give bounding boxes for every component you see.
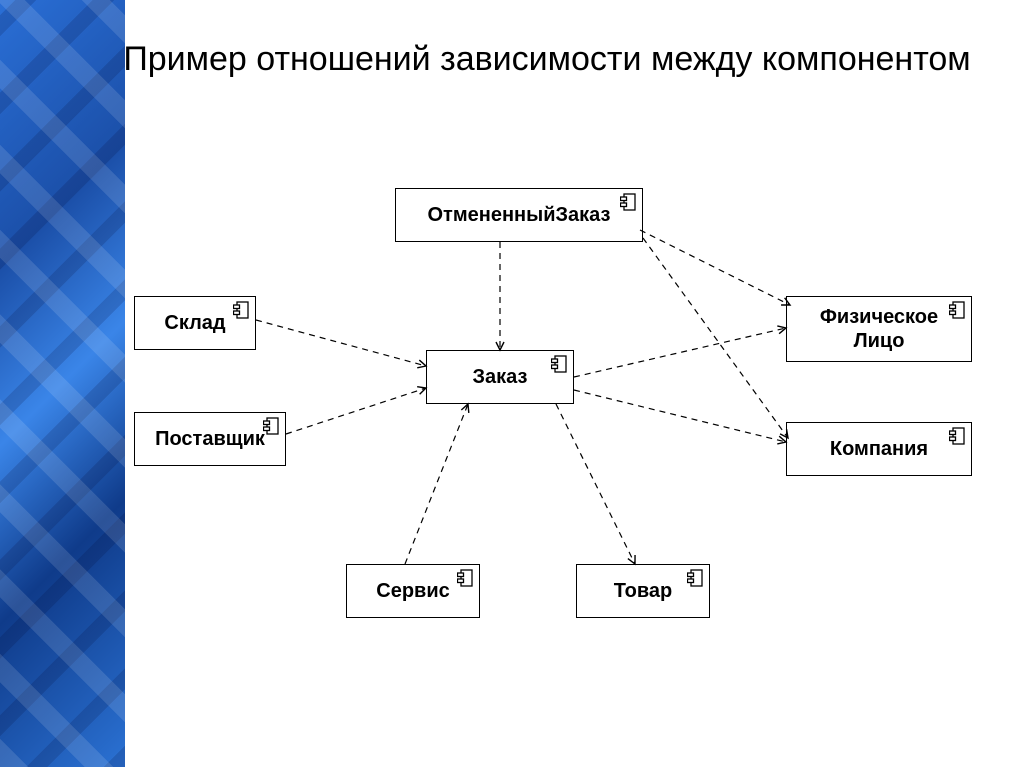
dependency-edge bbox=[643, 238, 788, 438]
component-label: Склад bbox=[164, 311, 225, 335]
component-icon bbox=[457, 569, 473, 587]
component-company: Компания bbox=[786, 422, 972, 476]
component-product: Товар bbox=[576, 564, 710, 618]
component-label: Компания bbox=[830, 437, 928, 461]
component-icon bbox=[949, 427, 965, 445]
component-diagram: ОтмененныйЗаказ Склад Заказ Поставщик Фи… bbox=[0, 0, 1024, 767]
dependency-edge bbox=[405, 404, 468, 564]
component-icon bbox=[949, 301, 965, 319]
component-label: Товар bbox=[614, 579, 673, 603]
component-sklad: Склад bbox=[134, 296, 256, 350]
component-label: Сервис bbox=[376, 579, 450, 603]
component-cancelled: ОтмененныйЗаказ bbox=[395, 188, 643, 242]
dependency-edge bbox=[640, 230, 790, 305]
component-icon bbox=[233, 301, 249, 319]
dependency-edge bbox=[286, 388, 426, 434]
dependency-edge bbox=[256, 320, 426, 366]
component-label: Поставщик bbox=[155, 427, 265, 451]
component-physical: Физическое Лицо bbox=[786, 296, 972, 362]
dependency-edge bbox=[574, 390, 786, 442]
component-service: Сервис bbox=[346, 564, 480, 618]
dependency-edge bbox=[556, 404, 635, 564]
component-icon bbox=[263, 417, 279, 435]
slide: Пример отношений зависимости между компо… bbox=[0, 0, 1024, 767]
component-label: Заказ bbox=[473, 365, 528, 389]
dependency-edge bbox=[574, 328, 786, 377]
component-label: ОтмененныйЗаказ bbox=[428, 203, 611, 227]
component-order: Заказ bbox=[426, 350, 574, 404]
component-supplier: Поставщик bbox=[134, 412, 286, 466]
component-icon bbox=[687, 569, 703, 587]
component-icon bbox=[551, 355, 567, 373]
component-label: Физическое Лицо bbox=[795, 305, 963, 353]
component-icon bbox=[620, 193, 636, 211]
